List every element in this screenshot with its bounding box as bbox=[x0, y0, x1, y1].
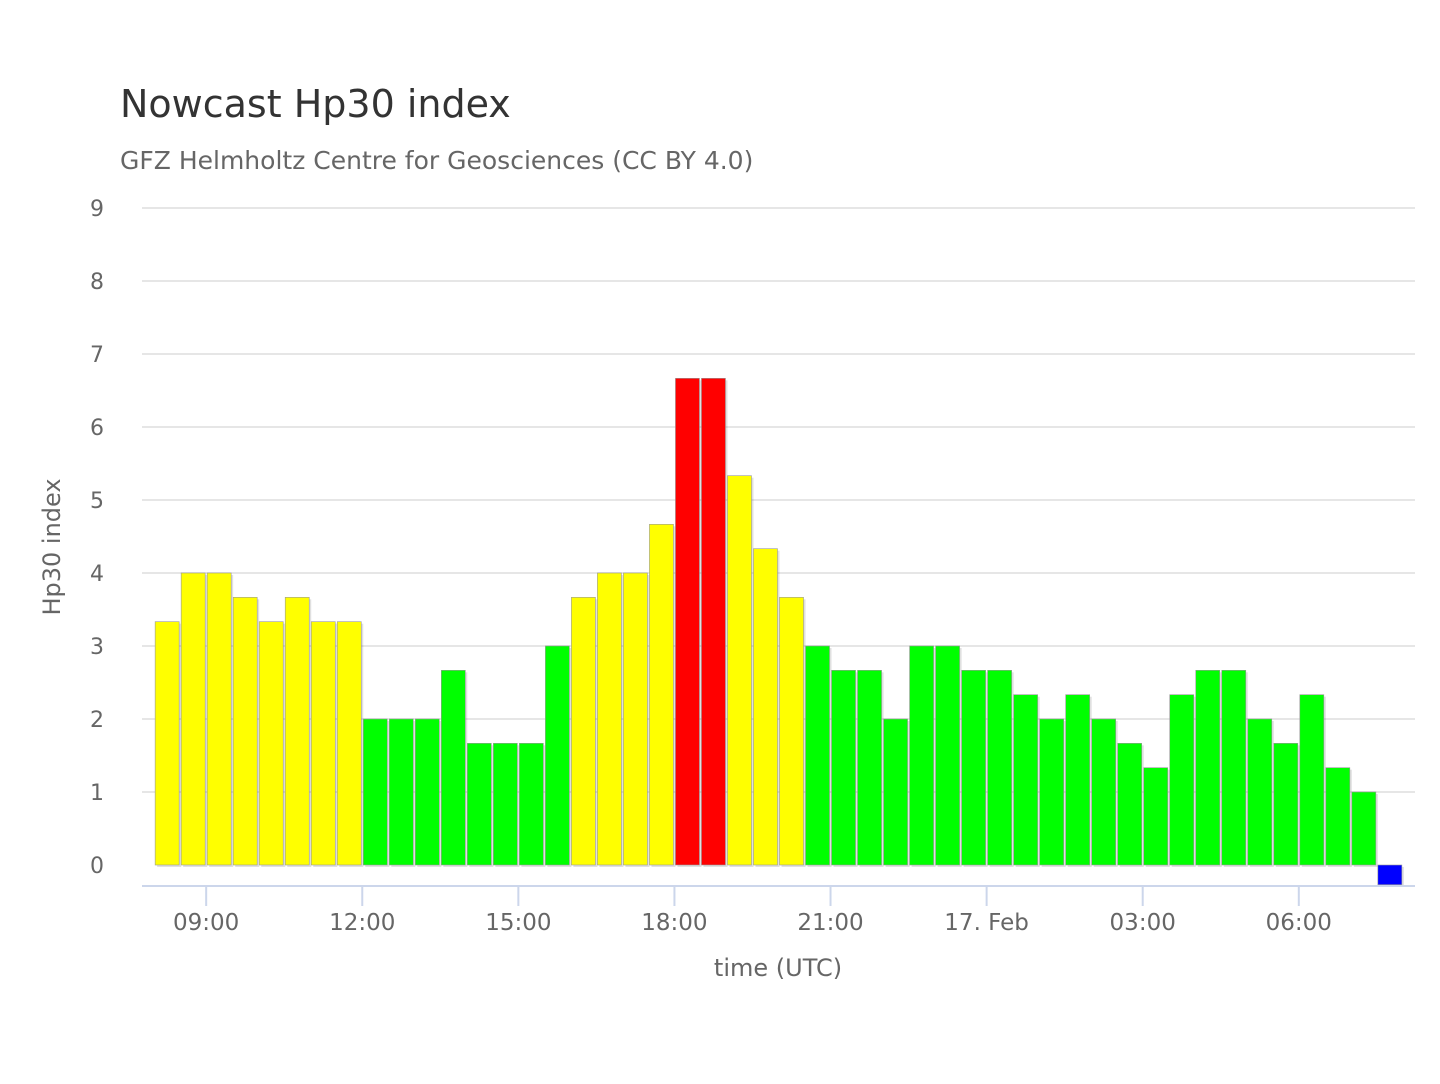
y-tick-label: 5 bbox=[90, 489, 104, 514]
bar bbox=[935, 645, 960, 866]
y-axis-title: Hp30 index bbox=[38, 478, 66, 615]
bar bbox=[154, 621, 180, 866]
bar bbox=[388, 718, 414, 866]
y-tick-label: 2 bbox=[90, 708, 104, 733]
bar bbox=[1065, 694, 1090, 866]
x-tick-label: 06:00 bbox=[1266, 910, 1332, 936]
bar bbox=[1299, 694, 1325, 866]
x-tick-label: 18:00 bbox=[641, 910, 707, 936]
bar bbox=[258, 621, 284, 866]
bar bbox=[1351, 791, 1377, 866]
bar bbox=[805, 645, 830, 866]
y-tick-label: 1 bbox=[90, 781, 104, 806]
y-tick-label: 8 bbox=[90, 270, 104, 295]
bar bbox=[649, 524, 674, 866]
bar bbox=[1221, 670, 1247, 866]
bar bbox=[961, 670, 986, 866]
bar bbox=[831, 670, 856, 866]
bar bbox=[467, 743, 492, 866]
chart-subtitle: GFZ Helmholtz Centre for Geosciences (CC… bbox=[120, 146, 753, 175]
x-tick-label: 12:00 bbox=[329, 910, 395, 936]
bar bbox=[883, 718, 908, 866]
bar bbox=[727, 475, 752, 866]
bar bbox=[232, 597, 258, 866]
bar bbox=[1247, 718, 1273, 866]
y-tick-label: 4 bbox=[90, 562, 104, 587]
y-tick-label: 6 bbox=[90, 416, 104, 441]
x-tick-label: 09:00 bbox=[173, 910, 239, 936]
chart-title: Nowcast Hp30 index bbox=[120, 82, 511, 126]
x-axis-labels: 09:00 12:00 15:00 18:00 21:00 17. Feb 03:00 06:… bbox=[173, 886, 1332, 936]
bar bbox=[441, 670, 466, 866]
y-tick-label: 3 bbox=[90, 635, 104, 660]
bar bbox=[779, 597, 804, 866]
y-axis-labels: 0 1 2 3 4 5 6 7 8 9 bbox=[90, 197, 104, 879]
bar bbox=[493, 743, 518, 866]
bar bbox=[1013, 694, 1038, 866]
x-tick-label: 15:00 bbox=[485, 910, 551, 936]
y-tick-label: 7 bbox=[90, 343, 104, 368]
bar bbox=[1273, 743, 1299, 866]
bar bbox=[597, 572, 622, 866]
bar bbox=[675, 378, 700, 866]
bar bbox=[362, 718, 388, 866]
bar bbox=[1143, 767, 1169, 866]
bar bbox=[909, 645, 934, 866]
bar bbox=[623, 572, 648, 866]
bar bbox=[180, 572, 206, 866]
bar bbox=[701, 378, 726, 866]
bar bbox=[987, 670, 1012, 866]
bar bbox=[545, 645, 570, 866]
bar bbox=[1169, 694, 1195, 866]
bar bbox=[1117, 743, 1143, 866]
bar bbox=[571, 597, 596, 866]
bar bbox=[284, 597, 310, 866]
bar bbox=[753, 548, 778, 866]
x-axis-title: time (UTC) bbox=[714, 954, 842, 982]
bars bbox=[154, 378, 1404, 887]
bar bbox=[310, 621, 336, 866]
y-tick-label: 9 bbox=[90, 197, 104, 222]
bar bbox=[857, 670, 882, 866]
bar bbox=[1195, 670, 1221, 866]
bar bbox=[1091, 718, 1116, 866]
bar bbox=[336, 621, 362, 866]
bar bbox=[1039, 718, 1064, 866]
bar bbox=[414, 718, 440, 866]
bar bbox=[206, 572, 232, 866]
bar bbox=[519, 743, 544, 866]
y-tick-label: 0 bbox=[90, 854, 104, 879]
bar bbox=[1325, 767, 1351, 866]
x-tick-label: 21:00 bbox=[797, 910, 863, 936]
bar bbox=[1377, 864, 1403, 886]
x-tick-label: 03:00 bbox=[1110, 910, 1176, 936]
x-tick-label: 17. Feb bbox=[944, 910, 1029, 936]
